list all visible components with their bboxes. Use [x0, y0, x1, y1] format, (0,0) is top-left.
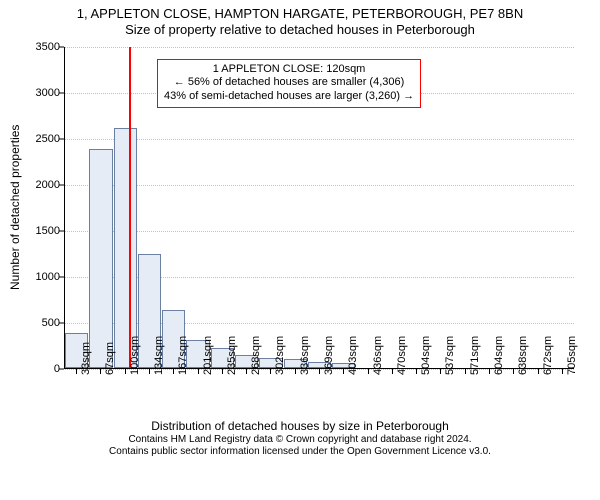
address-line: 1, APPLETON CLOSE, HAMPTON HARGATE, PETE… [0, 6, 600, 22]
y-tick-label: 2000 [10, 179, 60, 191]
x-tick-mark [319, 369, 320, 374]
y-tick-mark [59, 322, 64, 323]
x-tick-mark [562, 369, 563, 374]
footer: Contains HM Land Registry data © Crown c… [0, 434, 600, 459]
x-axis-label: Distribution of detached houses by size … [0, 419, 600, 433]
x-tick-mark [465, 369, 466, 374]
x-tick-mark [513, 369, 514, 374]
annotation-callout: 1 APPLETON CLOSE: 120sqm← 56% of detache… [157, 59, 421, 108]
x-tick-mark [295, 369, 296, 374]
gridline [65, 231, 574, 232]
histogram-bar [114, 128, 137, 367]
y-axis-label: Number of detached properties [8, 125, 22, 290]
annotation-line: 1 APPLETON CLOSE: 120sqm [164, 63, 414, 77]
y-tick-mark [59, 92, 64, 93]
x-tick-mark [392, 369, 393, 374]
x-tick-label: 167sqm [177, 335, 189, 374]
x-tick-label: 537sqm [444, 335, 456, 374]
x-tick-label: 302sqm [274, 335, 286, 374]
x-tick-label: 100sqm [129, 335, 141, 374]
x-tick-mark [76, 369, 77, 374]
x-tick-mark [368, 369, 369, 374]
x-tick-label: 369sqm [323, 335, 335, 374]
x-tick-label: 705sqm [566, 335, 578, 374]
x-tick-label: 470sqm [396, 335, 408, 374]
x-tick-mark [246, 369, 247, 374]
x-tick-label: 604sqm [493, 335, 505, 374]
y-tick-mark [59, 368, 64, 369]
x-tick-label: 436sqm [372, 335, 384, 374]
gridline [65, 185, 574, 186]
gridline [65, 47, 574, 48]
y-tick-label: 500 [10, 317, 60, 329]
x-tick-label: 571sqm [469, 335, 481, 374]
x-tick-mark [270, 369, 271, 374]
footer-line-2: Contains public sector information licen… [0, 446, 600, 459]
x-tick-label: 33sqm [80, 341, 92, 374]
y-tick-label: 1500 [10, 225, 60, 237]
y-tick-label: 1000 [10, 271, 60, 283]
x-tick-label: 134sqm [153, 335, 165, 374]
y-tick-mark [59, 276, 64, 277]
x-tick-label: 268sqm [250, 335, 262, 374]
y-tick-mark [59, 46, 64, 47]
subtitle-line: Size of property relative to detached ho… [0, 22, 600, 38]
plot-area: 1 APPLETON CLOSE: 120sqm← 56% of detache… [64, 47, 574, 369]
x-tick-mark [440, 369, 441, 374]
x-tick-label: 504sqm [420, 335, 432, 374]
x-tick-label: 67sqm [104, 341, 116, 374]
property-marker-line [129, 47, 131, 368]
annotation-line: ← 56% of detached houses are smaller (4,… [164, 76, 414, 90]
x-tick-mark [538, 369, 539, 374]
y-tick-label: 3000 [10, 87, 60, 99]
x-tick-label: 235sqm [226, 335, 238, 374]
x-tick-label: 201sqm [202, 335, 214, 374]
x-tick-label: 638sqm [517, 335, 529, 374]
y-tick-mark [59, 184, 64, 185]
x-tick-mark [173, 369, 174, 374]
annotation-line: 43% of semi-detached houses are larger (… [164, 90, 414, 104]
footer-line-1: Contains HM Land Registry data © Crown c… [0, 434, 600, 447]
title-block: 1, APPLETON CLOSE, HAMPTON HARGATE, PETE… [0, 0, 600, 39]
x-tick-mark [489, 369, 490, 374]
x-tick-mark [222, 369, 223, 374]
x-tick-mark [100, 369, 101, 374]
x-tick-mark [198, 369, 199, 374]
chart-area: Number of detached properties 1 APPLETON… [0, 39, 600, 434]
y-tick-label: 3500 [10, 41, 60, 53]
y-tick-label: 0 [10, 363, 60, 375]
x-tick-label: 403sqm [347, 335, 359, 374]
x-tick-mark [416, 369, 417, 374]
x-tick-mark [343, 369, 344, 374]
x-tick-mark [149, 369, 150, 374]
y-tick-label: 2500 [10, 133, 60, 145]
y-tick-mark [59, 138, 64, 139]
gridline [65, 139, 574, 140]
x-tick-label: 336sqm [299, 335, 311, 374]
histogram-bar [89, 149, 112, 368]
y-tick-mark [59, 230, 64, 231]
x-tick-label: 672sqm [542, 335, 554, 374]
x-tick-mark [125, 369, 126, 374]
